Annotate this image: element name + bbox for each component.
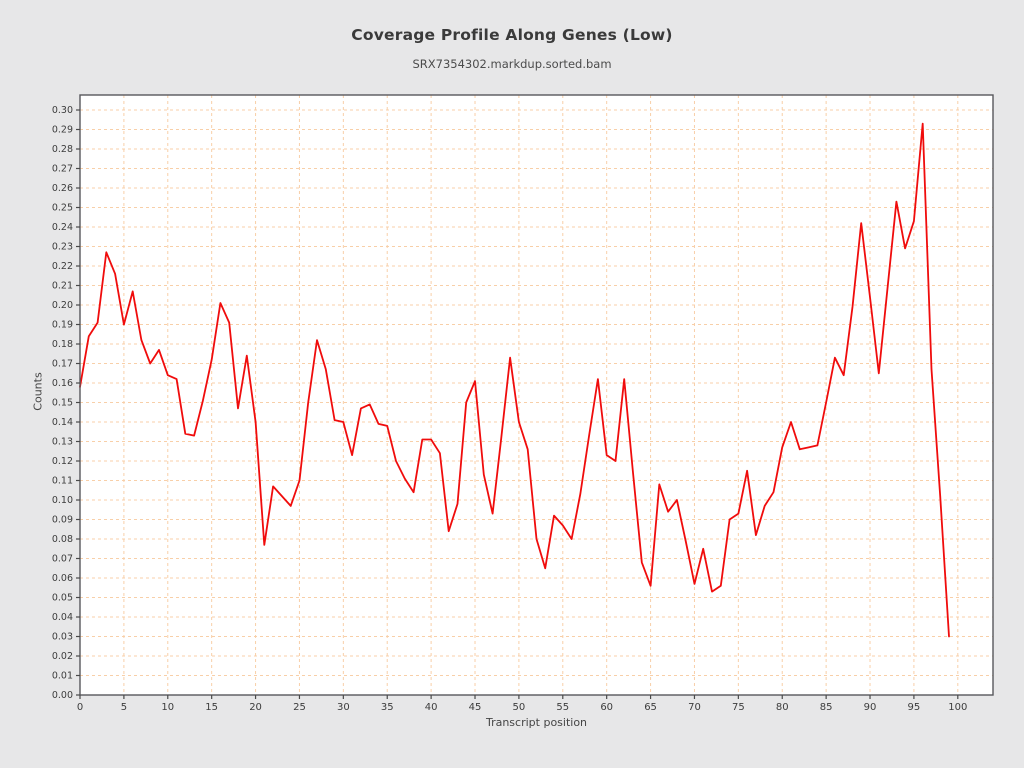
y-tick-label: 0.02 [52, 651, 73, 662]
x-tick-label: 95 [908, 702, 921, 713]
plot-area [80, 95, 993, 695]
y-tick-label: 0.05 [52, 593, 73, 604]
y-tick-label: 0.30 [52, 105, 73, 116]
x-tick-label: 90 [864, 702, 877, 713]
y-tick-label: 0.26 [52, 183, 73, 194]
x-tick-label: 65 [644, 702, 657, 713]
chart-title: Coverage Profile Along Genes (Low) [351, 26, 673, 44]
x-tick-label: 25 [293, 702, 306, 713]
y-tick-label: 0.22 [52, 261, 73, 272]
axis-ticks [76, 109, 959, 699]
axis-tick-labels: 0.00 0.01 0.02 0.03 0.04 0.05 0.06 0.07 0.08 0.09… [52, 105, 968, 713]
y-tick-label: 0.16 [52, 378, 73, 389]
y-tick-label: 0.14 [52, 417, 73, 428]
y-tick-label: 0.17 [52, 359, 73, 370]
x-tick-label: 0 [77, 702, 83, 713]
series-line-coverage [79, 122, 950, 638]
x-tick-label: 30 [337, 702, 350, 713]
y-tick-label: 0.21 [52, 281, 73, 292]
x-axis-title: Transcript position [485, 716, 588, 729]
gridlines [80, 95, 993, 695]
y-tick-label: 0.15 [52, 398, 73, 409]
y-tick-label: 0.25 [52, 203, 73, 214]
x-tick-label: 60 [600, 702, 613, 713]
y-tick-label: 0.00 [52, 690, 73, 701]
y-tick-label: 0.12 [52, 456, 73, 467]
y-axis-title: Counts [31, 372, 45, 411]
y-tick-label: 0.08 [52, 534, 73, 545]
y-tick-label: 0.28 [52, 144, 73, 155]
x-tick-label: 10 [161, 702, 174, 713]
x-tick-label: 35 [381, 702, 394, 713]
y-tick-label: 0.03 [52, 632, 73, 643]
x-tick-label: 55 [556, 702, 569, 713]
y-tick-label: 0.24 [52, 222, 73, 233]
x-tick-label: 45 [469, 702, 482, 713]
x-tick-label: 85 [820, 702, 833, 713]
y-tick-label: 0.07 [52, 554, 73, 565]
y-tick-label: 0.23 [52, 242, 73, 253]
x-tick-label: 75 [732, 702, 745, 713]
y-tick-label: 0.11 [52, 476, 73, 487]
y-tick-label: 0.04 [52, 612, 73, 623]
y-tick-label: 0.06 [52, 573, 73, 584]
y-tick-label: 0.09 [52, 515, 73, 526]
y-tick-label: 0.18 [52, 339, 73, 350]
x-tick-label: 100 [948, 702, 967, 713]
y-tick-label: 0.19 [52, 320, 73, 331]
x-tick-label: 70 [688, 702, 701, 713]
y-tick-label: 0.20 [52, 300, 73, 311]
y-tick-label: 0.13 [52, 437, 73, 448]
x-tick-label: 50 [513, 702, 526, 713]
x-tick-label: 80 [776, 702, 789, 713]
y-tick-label: 0.27 [52, 164, 73, 175]
plot-border [79, 94, 994, 696]
y-tick-label: 0.01 [52, 671, 73, 682]
x-tick-label: 20 [249, 702, 262, 713]
x-tick-label: 15 [205, 702, 218, 713]
y-tick-label: 0.10 [52, 495, 73, 506]
x-tick-label: 40 [425, 702, 438, 713]
x-tick-label: 5 [121, 702, 127, 713]
y-tick-label: 0.29 [52, 125, 73, 136]
chart-subtitle: SRX7354302.markdup.sorted.bam [412, 57, 612, 71]
